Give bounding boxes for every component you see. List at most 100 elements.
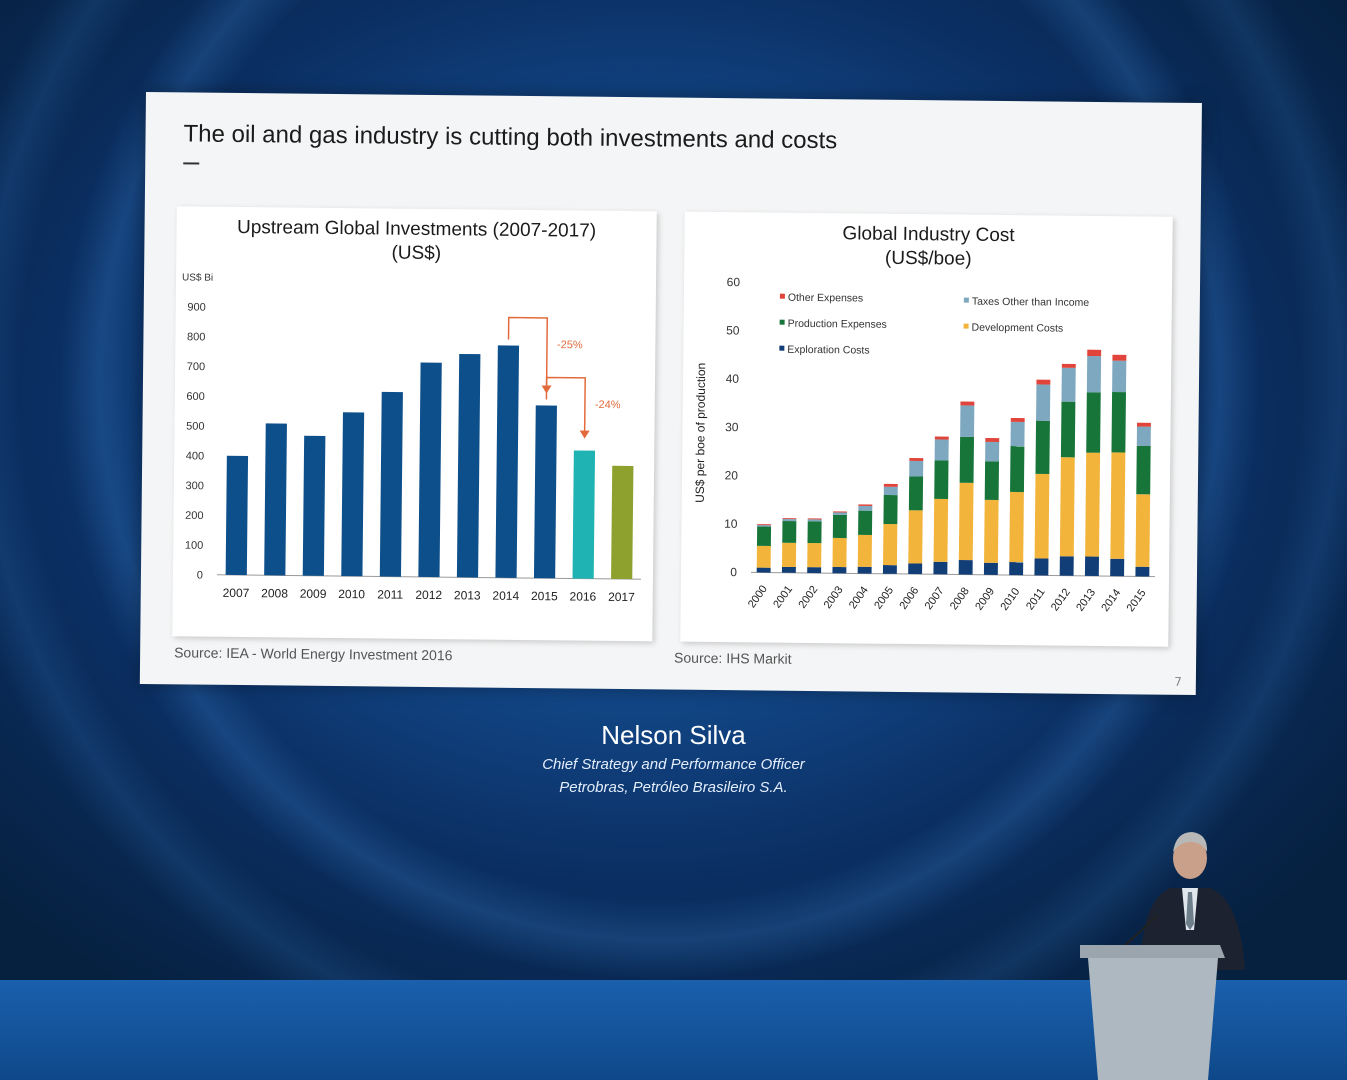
x-tick-label: 2004 xyxy=(847,584,871,611)
stacked-bar-segment xyxy=(757,525,772,527)
stacked-bar-segment xyxy=(1110,558,1125,577)
stacked-bar-segment xyxy=(1086,392,1101,453)
stacked-bar-segment xyxy=(883,494,898,525)
stacked-bar-segment xyxy=(1061,363,1076,368)
stacked-bar-segment xyxy=(832,537,847,568)
bar xyxy=(611,465,634,580)
stacked-bar-segment xyxy=(960,401,975,406)
stacked-bar-segment xyxy=(1136,445,1151,495)
stacked-bar-segment xyxy=(1010,417,1025,423)
stacked-bar-segment xyxy=(807,542,822,568)
stacked-bar-segment xyxy=(781,542,797,568)
stacked-bar-segment xyxy=(1036,379,1051,385)
legend-swatch xyxy=(963,323,969,329)
stacked-bar-segment xyxy=(908,563,923,575)
stacked-bar-segment xyxy=(958,482,974,561)
x-tick-label: 2015 xyxy=(1125,587,1149,614)
stacked-bar-segment xyxy=(1085,452,1101,557)
bar xyxy=(495,345,520,578)
stacked-bar-segment xyxy=(909,460,924,477)
speaker-company: Petrobras, Petróleo Brasileiro S.A. xyxy=(559,779,788,796)
stacked-bar-segment xyxy=(1135,566,1150,577)
y-tick-label: 100 xyxy=(185,540,203,552)
stacked-bar-segment xyxy=(807,521,822,544)
podium-top xyxy=(1080,945,1225,958)
legend-swatch xyxy=(963,297,969,303)
y-tick-label: 700 xyxy=(187,361,205,373)
slide-page-number: 7 xyxy=(1174,674,1182,689)
cost-source: Source: IHS Markit xyxy=(674,649,792,667)
stacked-bar-segment xyxy=(1112,354,1127,361)
stacked-bar-segment xyxy=(1135,494,1151,567)
x-tick-label: 2003 xyxy=(822,584,846,611)
x-tick-label: 2011 xyxy=(1024,586,1048,612)
stacked-bar-segment xyxy=(833,511,847,513)
stacked-bar-segment xyxy=(1010,446,1025,493)
x-tick-label: 2017 xyxy=(608,590,635,604)
stacked-bar-segment xyxy=(1087,349,1102,357)
x-tick-label: 2012 xyxy=(415,588,442,602)
x-tick-label: 2009 xyxy=(973,586,997,613)
stacked-bar-segment xyxy=(756,567,771,573)
x-tick-label: 2013 xyxy=(454,588,481,602)
annotation-label: -25% xyxy=(557,339,583,351)
stacked-bar-segment xyxy=(858,505,873,511)
stacked-bar-segment xyxy=(934,436,949,440)
stacked-bar-segment xyxy=(1111,391,1126,453)
y-tick-label: 600 xyxy=(186,391,204,403)
stacked-bar-segment xyxy=(832,514,847,539)
stacked-bar-segment xyxy=(934,460,949,500)
stacked-bar-segment xyxy=(1059,556,1074,576)
stacked-bar-segment xyxy=(1060,401,1076,458)
stacked-bar-segment xyxy=(960,405,975,437)
speaker-head xyxy=(1173,837,1207,879)
stacked-bar-segment xyxy=(1034,473,1050,559)
legend-label: Taxes Other than Income xyxy=(972,296,1090,309)
bar xyxy=(533,405,557,579)
stacked-bar-segment xyxy=(883,486,898,496)
stacked-bar-segment xyxy=(933,561,948,575)
bar xyxy=(456,353,481,578)
bar xyxy=(341,412,365,577)
stacked-bar-segment xyxy=(1034,558,1049,576)
x-tick-label: 2009 xyxy=(300,587,327,601)
x-tick-label: 2002 xyxy=(796,584,820,611)
x-tick-label: 2006 xyxy=(897,585,921,612)
x-tick-label: 2010 xyxy=(998,586,1022,613)
stacked-bar-segment xyxy=(984,461,999,501)
microphone xyxy=(1119,914,1159,951)
x-tick-label: 2005 xyxy=(872,585,896,612)
stacked-bar-segment xyxy=(781,566,796,573)
stacked-bar-segment xyxy=(958,560,973,575)
cost-chart-panel: Global Industry Cost (US$/boe) 0 10 20 30 40… xyxy=(680,211,1173,647)
y-tick-label: 50 xyxy=(726,323,740,337)
stacked-bar-segment xyxy=(934,439,949,461)
cost-stacked-bar-chart: 0 10 20 30 40 50 60 US$ per boe of production 20… xyxy=(693,275,1155,614)
y-axis-label: US$ per boe of production xyxy=(693,363,708,503)
stacked-bar-segment xyxy=(1035,420,1050,474)
speaker-title: Chief Strategy and Performance Officer xyxy=(542,756,805,773)
y-tick-label: 20 xyxy=(725,468,739,482)
stacked-bar-segment xyxy=(1136,422,1151,427)
annotation-arrow-line xyxy=(507,316,549,392)
stacked-bar-segment xyxy=(1010,421,1025,447)
y-tick-label: 400 xyxy=(186,450,204,462)
stacked-bar-segment xyxy=(883,483,898,487)
stacked-bar-segment xyxy=(908,476,924,511)
investments-chart-panel: Upstream Global Investments (2007-2017) … xyxy=(172,206,657,642)
stacked-bar-segment xyxy=(782,520,797,543)
stacked-bar-segment xyxy=(959,436,975,483)
y-tick-label: 0 xyxy=(197,570,203,582)
stacked-bar-segment xyxy=(832,566,847,574)
legend-label: Production Expenses xyxy=(788,318,887,331)
stacked-bar-segment xyxy=(756,526,772,546)
stacked-bar-segment xyxy=(807,567,822,574)
stacked-bar-segment xyxy=(1009,562,1024,576)
legend-swatch xyxy=(779,345,785,351)
x-tick-label: 2012 xyxy=(1049,586,1073,613)
x-tick-label: 2015 xyxy=(531,589,558,603)
stacked-bar-segment xyxy=(933,498,949,562)
stacked-bar-segment xyxy=(857,534,872,567)
x-tick-label: 2011 xyxy=(377,587,403,601)
stacked-bar-segment xyxy=(756,545,771,568)
